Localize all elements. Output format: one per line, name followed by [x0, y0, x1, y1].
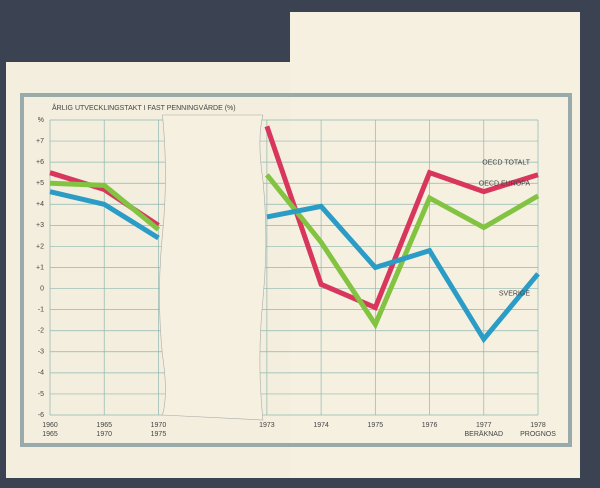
x-tick-label: PROGNOS [520, 431, 556, 438]
series-line [49, 180, 161, 232]
x-tick-label: 1975 [151, 431, 167, 438]
x-tick-label: 1976 [422, 422, 438, 429]
y-tick-label: -2 [38, 328, 44, 335]
chart-title: ÅRLIG UTVECKLINGSTAKT I FAST PENNINGVÄRD… [52, 103, 236, 112]
series-line [266, 203, 540, 344]
frame [20, 93, 572, 447]
x-tick-label: 1960 [42, 422, 58, 429]
y-tick-label: -6 [38, 412, 44, 419]
right-page [290, 12, 580, 478]
series-label: OECD TOTALT [482, 160, 530, 167]
series-label: OECD EUROPA [479, 181, 531, 188]
axis-break [159, 114, 267, 421]
x-tick-label: 1970 [96, 431, 112, 438]
y-tick-label: +7 [36, 138, 44, 145]
x-tick-label: 1978 [530, 422, 546, 429]
y-tick-label: % [38, 117, 44, 124]
y-tick-label: -1 [38, 306, 44, 313]
x-tick-label: 1965 [96, 422, 112, 429]
x-tick-label: 1975 [368, 422, 384, 429]
y-tick-label: +3 [36, 222, 44, 229]
y-tick-label: -5 [38, 391, 44, 398]
x-tick-label: 1977 [476, 422, 492, 429]
y-tick-label: +2 [36, 243, 44, 250]
y-tick-label: 0 [40, 285, 44, 292]
series-line [49, 189, 160, 241]
y-tick-label: -4 [38, 370, 44, 377]
y-tick-label: +1 [36, 264, 44, 271]
y-tick-label: +5 [36, 180, 44, 187]
x-tick-label: 1970 [151, 422, 167, 429]
x-tick-label: 1973 [259, 422, 275, 429]
x-tick-label: 1974 [313, 422, 329, 429]
y-tick-label: -3 [38, 349, 44, 356]
y-tick-label: +4 [36, 201, 44, 208]
x-tick-label: BERÄKNAD [465, 430, 504, 438]
series-line [264, 125, 539, 311]
x-tick-label: 1965 [42, 431, 58, 438]
y-tick-label: +6 [36, 159, 44, 166]
series-label: SVERIGE [499, 291, 530, 298]
